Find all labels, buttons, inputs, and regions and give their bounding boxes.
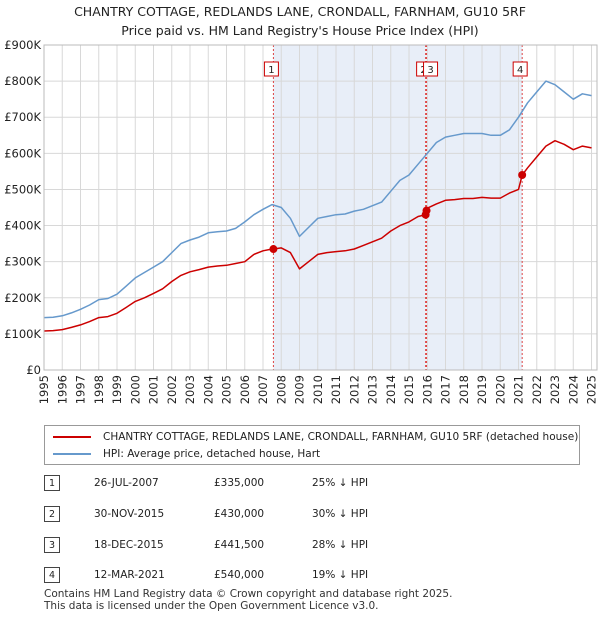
x-tick-label: 1998 (92, 375, 106, 404)
x-tick-label: 2010 (311, 375, 325, 404)
transaction-number: 4 (44, 567, 60, 583)
x-tick-label: 2012 (347, 375, 361, 404)
legend-swatch-property (53, 436, 91, 438)
legend: CHANTRY COTTAGE, REDLANDS LANE, CRONDALL… (44, 425, 580, 465)
sale-box-1 (263, 61, 279, 77)
transaction-price: £430,000 (214, 508, 265, 520)
transaction-price: £441,500 (214, 539, 265, 551)
footer-licence: This data is licensed under the Open Gov… (44, 600, 379, 612)
legend-item-property: CHANTRY COTTAGE, REDLANDS LANE, CRONDALL… (53, 429, 578, 445)
transaction-hpi: 19% ↓ HPI (312, 569, 369, 581)
shaded-period (426, 45, 523, 370)
transaction-date: 26-JUL-2007 (94, 477, 159, 489)
x-tick-label: 2006 (238, 375, 252, 404)
chart-title-line2: Price paid vs. HM Land Registry's House … (121, 23, 479, 38)
x-tick-label: 2017 (439, 375, 453, 404)
x-tick-label: 1995 (37, 375, 51, 404)
transaction-date: 18-DEC-2015 (94, 539, 164, 551)
x-tick-label: 2019 (475, 375, 489, 404)
shaded-period (273, 45, 426, 370)
x-tick-label: 2014 (384, 375, 398, 404)
legend-swatch-hpi (53, 453, 91, 455)
x-tick-label: 2013 (366, 375, 380, 404)
x-tick-label: 1999 (110, 375, 124, 404)
sale-box-label-1: 1 (268, 65, 274, 76)
x-tick-label: 2000 (128, 375, 142, 404)
x-tick-label: 2015 (402, 375, 416, 404)
x-tick-label: 2018 (457, 375, 471, 404)
x-tick-label: 2020 (493, 375, 507, 404)
transaction-hpi: 25% ↓ HPI (312, 477, 369, 489)
y-tick-label: £200K (4, 291, 41, 305)
transaction-number: 1 (44, 475, 60, 491)
transaction-row-1: 1 26-JUL-2007 £335,000 25% ↓ HPI (44, 474, 368, 492)
transaction-row-2: 2 30-NOV-2015 £430,000 30% ↓ HPI (44, 505, 368, 523)
property-series-line (43, 139, 592, 332)
chart-title-line1: CHANTRY COTTAGE, REDLANDS LANE, CRONDALL… (74, 4, 526, 19)
sale-point-1 (269, 245, 278, 254)
sale-point-4 (518, 171, 527, 179)
y-tick-label: £400K (4, 219, 41, 233)
x-tick-label: 2022 (530, 375, 544, 404)
legend-item-hpi: HPI: Average price, detached house, Hart (53, 446, 320, 462)
sale-box-3 (423, 61, 439, 77)
legend-label-hpi: HPI: Average price, detached house, Hart (103, 448, 321, 460)
footer: Contains HM Land Registry data © Crown c… (44, 588, 452, 612)
x-tick-label: 2003 (183, 375, 197, 404)
sale-box-4 (512, 61, 528, 77)
footer-copyright: Contains HM Land Registry data © Crown c… (44, 588, 453, 600)
y-tick-label: £0 (26, 363, 41, 377)
x-tick-label: 2021 (512, 375, 526, 404)
hpi-series-line (43, 80, 592, 319)
x-tick-label: 2004 (201, 375, 215, 404)
y-tick-label: £100K (4, 327, 41, 341)
x-tick-label: 2016 (420, 375, 434, 404)
y-tick-label: £300K (4, 255, 41, 269)
transaction-row-3: 3 18-DEC-2015 £441,500 28% ↓ HPI (44, 536, 368, 554)
transaction-price: £540,000 (214, 569, 265, 581)
x-tick-label: 2005 (220, 375, 234, 404)
sale-box-label-4: 4 (517, 65, 523, 76)
transaction-hpi: 28% ↓ HPI (312, 539, 369, 551)
x-tick-label: 2007 (256, 375, 270, 404)
sale-box-label-3: 3 (427, 65, 433, 76)
transaction-hpi: 30% ↓ HPI (312, 508, 369, 520)
y-tick-label: £600K (4, 146, 41, 160)
x-tick-label: 2009 (293, 375, 307, 404)
transaction-date: 30-NOV-2015 (94, 508, 165, 520)
y-tick-label: £800K (4, 74, 41, 88)
x-tick-label: 1997 (74, 375, 88, 404)
price-chart: 1234 £0£100K£200K£300K£400K£500K£600K£70… (4, 38, 599, 404)
transaction-number: 3 (44, 537, 60, 553)
x-tick-label: 1996 (55, 375, 69, 404)
legend-label-property: CHANTRY COTTAGE, REDLANDS LANE, CRONDALL… (103, 431, 579, 443)
y-tick-label: £900K (4, 38, 41, 52)
plot-border (43, 44, 598, 371)
transaction-price: £335,000 (214, 477, 265, 489)
x-tick-label: 2025 (585, 375, 599, 404)
transaction-row-4: 4 12-MAR-2021 £540,000 19% ↓ HPI (44, 566, 368, 584)
x-tick-label: 2008 (274, 375, 288, 404)
x-tick-label: 2002 (165, 375, 179, 404)
x-tick-label: 2001 (147, 375, 161, 404)
x-tick-label: 2011 (329, 375, 343, 404)
y-tick-label: £500K (4, 182, 41, 196)
sale-point-3 (422, 206, 431, 215)
y-tick-label: £700K (4, 110, 41, 124)
x-tick-label: 2023 (548, 375, 562, 404)
x-tick-label: 2024 (566, 375, 580, 404)
transaction-number: 2 (44, 506, 60, 522)
transaction-date: 12-MAR-2021 (94, 569, 165, 581)
